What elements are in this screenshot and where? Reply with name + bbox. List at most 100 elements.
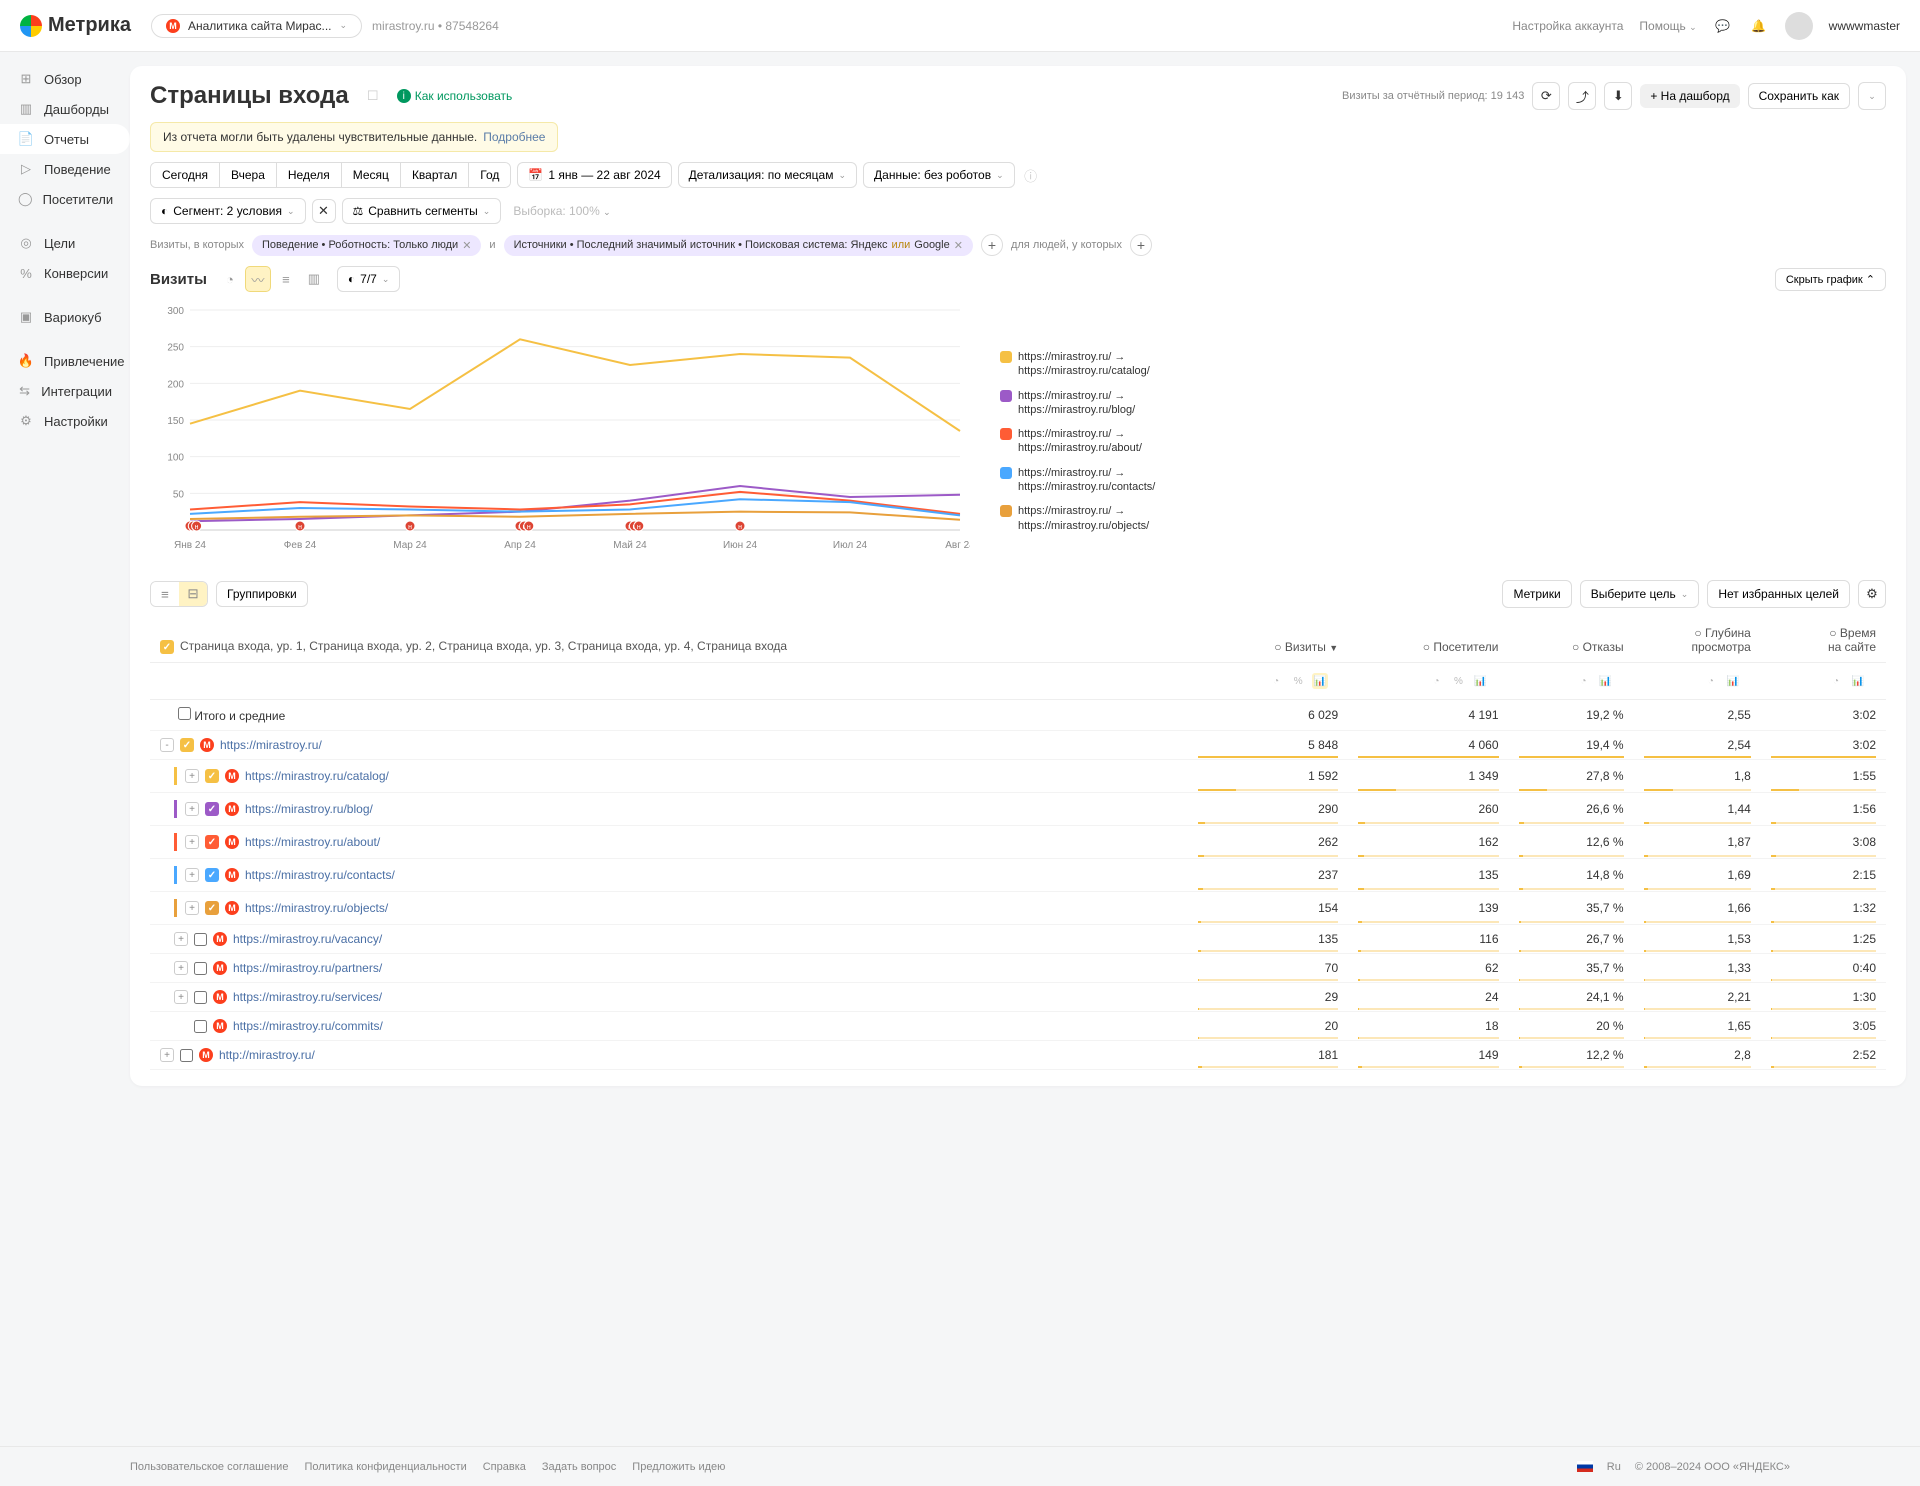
bell-icon[interactable]: 🔔: [1749, 16, 1769, 36]
row-check-on[interactable]: ✓: [180, 738, 194, 752]
chart-type-line[interactable]: 〰: [245, 266, 271, 292]
row-check-on[interactable]: ✓: [205, 868, 219, 882]
row-checkbox[interactable]: [194, 933, 207, 946]
period-yesterday[interactable]: Вчера: [220, 163, 277, 187]
table-settings-button[interactable]: ⚙: [1858, 580, 1886, 608]
series-count-button[interactable]: ◐ 7/7 ⌄: [337, 266, 400, 292]
legend-item[interactable]: https://mirastroy.ru/ →https://mirastroy…: [1000, 427, 1155, 456]
chart-type-bar[interactable]: ▥: [301, 266, 327, 292]
row-check-on[interactable]: ✓: [205, 769, 219, 783]
legend-item[interactable]: https://mirastroy.ru/ →https://mirastroy…: [1000, 389, 1155, 418]
nav-overview[interactable]: ⊞Обзор: [0, 64, 130, 94]
export-button[interactable]: ⤴: [1568, 82, 1596, 110]
chat-icon[interactable]: 💬: [1713, 16, 1733, 36]
filter-chip-behavior[interactable]: Поведение • Роботность: Только люди ✕: [252, 235, 481, 256]
expand-button[interactable]: +: [185, 835, 199, 849]
footer-help[interactable]: Справка: [483, 1461, 526, 1473]
expand-button[interactable]: +: [174, 932, 188, 946]
add-filter-button[interactable]: +: [981, 234, 1003, 256]
expand-button[interactable]: +: [185, 901, 199, 915]
add-people-filter-button[interactable]: +: [1130, 234, 1152, 256]
expand-button[interactable]: +: [160, 1048, 174, 1062]
legend-item[interactable]: https://mirastroy.ru/ →https://mirastroy…: [1000, 504, 1155, 533]
page-url-link[interactable]: https://mirastroy.ru/commits/: [233, 1019, 383, 1033]
nav-dashboards[interactable]: ▥Дашборды: [0, 94, 130, 124]
footer-terms[interactable]: Пользовательское соглашение: [130, 1461, 288, 1473]
row-checkbox[interactable]: [194, 962, 207, 975]
expand-button[interactable]: +: [174, 990, 188, 1004]
header-check-icon[interactable]: ✓: [160, 640, 174, 654]
expand-button[interactable]: +: [185, 769, 199, 783]
col-time[interactable]: ○ Время на сайте: [1761, 618, 1886, 663]
compare-button[interactable]: ⚖ Сравнить сегменты ⌄: [342, 198, 502, 224]
footer-suggest[interactable]: Предложить идею: [632, 1461, 725, 1473]
chip-close-icon[interactable]: ✕: [954, 239, 963, 252]
col-visitors[interactable]: ○ Посетители: [1348, 618, 1508, 663]
page-url-link[interactable]: https://mirastroy.ru/: [220, 738, 322, 752]
page-url-link[interactable]: https://mirastroy.ru/about/: [245, 835, 380, 849]
row-check-on[interactable]: ✓: [205, 802, 219, 816]
period-quarter[interactable]: Квартал: [401, 163, 469, 187]
nav-integrations[interactable]: ⇆Интеграции: [0, 376, 130, 406]
detail-button[interactable]: Детализация: по месяцам ⌄: [678, 162, 857, 188]
logo[interactable]: Метрика: [20, 14, 131, 37]
refresh-button[interactable]: ⟳: [1532, 82, 1560, 110]
no-favorites-button[interactable]: Нет избранных целей: [1707, 580, 1850, 608]
save-dropdown[interactable]: ⌄: [1858, 82, 1886, 110]
totals-checkbox[interactable]: [178, 707, 191, 720]
page-url-link[interactable]: https://mirastroy.ru/objects/: [245, 901, 388, 915]
account-settings-link[interactable]: Настройка аккаунта: [1512, 19, 1623, 33]
filter-chip-source[interactable]: Источники • Последний значимый источник …: [504, 235, 973, 256]
col-visits[interactable]: ○ Визиты ▼: [1188, 618, 1348, 663]
page-url-link[interactable]: https://mirastroy.ru/catalog/: [245, 769, 389, 783]
goal-button[interactable]: Выберите цель ⌄: [1580, 580, 1700, 608]
col-page[interactable]: ✓Страница входа, ур. 1, Страница входа, …: [150, 618, 1188, 663]
row-check-on[interactable]: ✓: [205, 901, 219, 915]
date-range-button[interactable]: 📅 1 янв — 22 авг 2024: [517, 162, 671, 188]
download-button[interactable]: ⬇: [1604, 82, 1632, 110]
page-url-link[interactable]: https://mirastroy.ru/vacancy/: [233, 932, 382, 946]
col-bounce[interactable]: ○ Отказы: [1509, 618, 1634, 663]
groupings-button[interactable]: Группировки: [216, 581, 308, 607]
info-icon[interactable]: ⓘ: [1021, 165, 1041, 185]
metrics-button[interactable]: Метрики: [1502, 580, 1571, 608]
hide-chart-button[interactable]: Скрыть график ⌃: [1775, 268, 1886, 291]
avatar[interactable]: [1785, 12, 1813, 40]
site-selector[interactable]: M Аналитика сайта Мирас... ⌄: [151, 14, 362, 38]
nav-varioqub[interactable]: ▣Вариокуб: [0, 302, 130, 332]
nav-acquisition[interactable]: 🔥Привлечение: [0, 346, 130, 376]
chart-type-pie[interactable]: ◔: [217, 266, 243, 292]
legend-item[interactable]: https://mirastroy.ru/ →https://mirastroy…: [1000, 466, 1155, 495]
footer-ask[interactable]: Задать вопрос: [542, 1461, 616, 1473]
row-checkbox[interactable]: [180, 1049, 193, 1062]
nav-visitors[interactable]: ◯Посетители: [0, 184, 130, 214]
view-tree[interactable]: ⊟: [179, 582, 207, 606]
row-check-on[interactable]: ✓: [205, 835, 219, 849]
page-url-link[interactable]: https://mirastroy.ru/blog/: [245, 802, 373, 816]
footer-lang[interactable]: Ru: [1607, 1461, 1621, 1473]
save-as-button[interactable]: Сохранить как: [1748, 83, 1850, 109]
help-link[interactable]: Помощь ⌄: [1639, 19, 1696, 33]
segment-close[interactable]: ✕: [312, 199, 336, 223]
period-month[interactable]: Месяц: [342, 163, 401, 187]
period-today[interactable]: Сегодня: [151, 163, 220, 187]
add-dashboard-button[interactable]: + На дашборд: [1640, 84, 1739, 108]
page-url-link[interactable]: https://mirastroy.ru/contacts/: [245, 868, 395, 882]
nav-goals[interactable]: ◎Цели: [0, 228, 130, 258]
row-checkbox[interactable]: [194, 1020, 207, 1033]
period-year[interactable]: Год: [469, 163, 510, 187]
nav-conversions[interactable]: %Конверсии: [0, 258, 130, 288]
page-url-link[interactable]: https://mirastroy.ru/partners/: [233, 961, 382, 975]
warning-link[interactable]: Подробнее: [483, 130, 545, 144]
nav-behavior[interactable]: ▷Поведение: [0, 154, 130, 184]
col-depth[interactable]: ○ Глубина просмотра: [1634, 618, 1761, 663]
how-to-link[interactable]: iКак использовать: [397, 89, 513, 103]
period-week[interactable]: Неделя: [277, 163, 342, 187]
page-url-link[interactable]: http://mirastroy.ru/: [219, 1048, 315, 1062]
nav-settings[interactable]: ⚙Настройки: [0, 406, 130, 436]
chart-type-area[interactable]: ≡: [273, 266, 299, 292]
expand-button[interactable]: +: [185, 868, 199, 882]
expand-button[interactable]: +: [185, 802, 199, 816]
bookmark-icon[interactable]: ☐: [363, 86, 383, 106]
view-list[interactable]: ≡: [151, 582, 179, 606]
